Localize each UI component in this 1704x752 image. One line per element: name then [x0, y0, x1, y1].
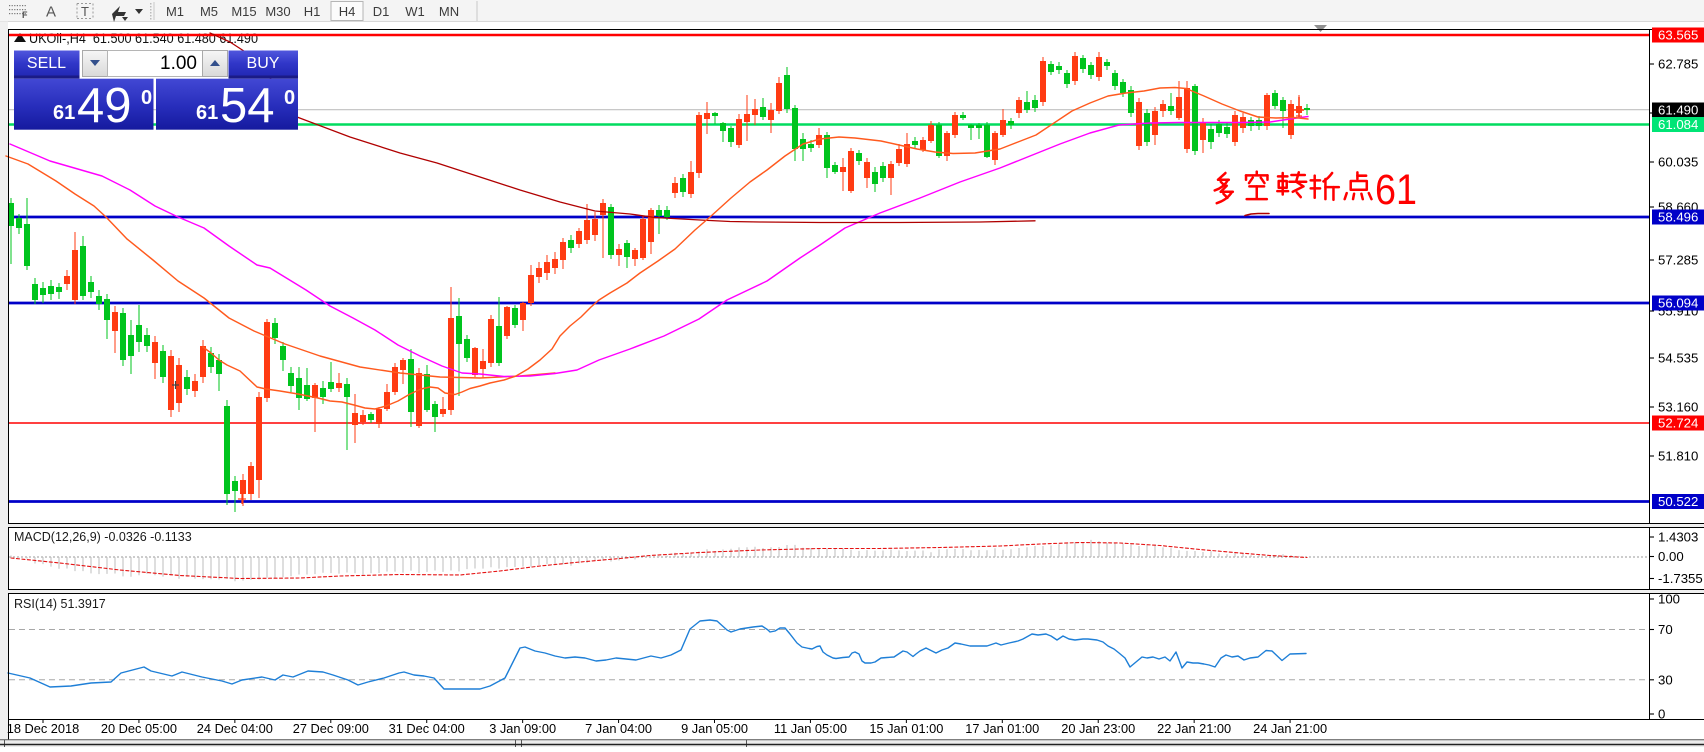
svg-text:63.565: 63.565 — [1658, 28, 1698, 43]
svg-text:49: 49 — [77, 79, 132, 133]
svg-text:MACD(12,26,9) -0.0326 -0.1133: MACD(12,26,9) -0.0326 -0.1133 — [14, 530, 192, 544]
svg-text:61: 61 — [196, 102, 218, 124]
svg-text:22 Jan 21:00: 22 Jan 21:00 — [1157, 721, 1231, 736]
svg-text:A: A — [46, 4, 56, 21]
svg-text:-1.7355: -1.7355 — [1658, 571, 1703, 586]
svg-text:24 Jan 21:00: 24 Jan 21:00 — [1253, 721, 1327, 736]
svg-text:0: 0 — [284, 87, 295, 109]
svg-text:61.084: 61.084 — [1658, 117, 1698, 132]
svg-text:H1: H1 — [304, 4, 321, 19]
svg-text:M30: M30 — [265, 4, 290, 19]
svg-text:M1: M1 — [166, 4, 184, 19]
svg-text:1.4303: 1.4303 — [1658, 530, 1698, 545]
svg-text:100: 100 — [1658, 592, 1680, 607]
svg-text:54: 54 — [220, 79, 275, 133]
svg-text:0: 0 — [1658, 707, 1665, 722]
svg-text:3 Jan 09:00: 3 Jan 09:00 — [489, 721, 556, 736]
svg-text:27 Dec 09:00: 27 Dec 09:00 — [293, 721, 369, 736]
svg-text:11 Jan 05:00: 11 Jan 05:00 — [774, 721, 847, 736]
svg-text:20 Jan 23:00: 20 Jan 23:00 — [1061, 721, 1135, 736]
svg-text:0: 0 — [141, 87, 152, 109]
svg-text:0.00: 0.00 — [1658, 549, 1684, 564]
svg-text:F: F — [22, 10, 28, 20]
svg-text:58.496: 58.496 — [1658, 210, 1698, 225]
svg-text:7 Jan 04:00: 7 Jan 04:00 — [585, 721, 652, 736]
svg-text:T: T — [81, 4, 89, 19]
svg-text:18 Dec 2018: 18 Dec 2018 — [7, 721, 80, 736]
svg-text:W1: W1 — [405, 4, 425, 19]
svg-text:M5: M5 — [200, 4, 218, 19]
svg-text:53.160: 53.160 — [1658, 400, 1698, 415]
svg-text:54.535: 54.535 — [1658, 351, 1698, 366]
svg-text:51.810: 51.810 — [1658, 449, 1698, 464]
svg-text:1.00: 1.00 — [160, 53, 197, 74]
svg-text:24 Dec 04:00: 24 Dec 04:00 — [197, 721, 273, 736]
svg-text:70: 70 — [1658, 622, 1673, 637]
svg-text:60.035: 60.035 — [1658, 155, 1698, 170]
svg-text:61: 61 — [1375, 166, 1417, 214]
svg-text:15 Jan 01:00: 15 Jan 01:00 — [869, 721, 943, 736]
svg-text:61.490: 61.490 — [1658, 103, 1698, 118]
svg-text:30: 30 — [1658, 672, 1673, 687]
svg-text:M15: M15 — [231, 4, 256, 19]
svg-text:56.094: 56.094 — [1658, 296, 1698, 311]
svg-text:17 Jan 01:00: 17 Jan 01:00 — [965, 721, 1039, 736]
svg-text:61: 61 — [53, 102, 75, 124]
svg-text:57.285: 57.285 — [1658, 253, 1698, 268]
svg-text:52.724: 52.724 — [1658, 416, 1698, 431]
svg-text:RSI(14) 51.3917: RSI(14) 51.3917 — [14, 597, 106, 611]
svg-text:20 Dec 05:00: 20 Dec 05:00 — [101, 721, 177, 736]
svg-text:9 Jan 05:00: 9 Jan 05:00 — [681, 721, 748, 736]
svg-text:62.785: 62.785 — [1658, 57, 1698, 72]
svg-text:D1: D1 — [373, 4, 390, 19]
svg-text:H4: H4 — [339, 4, 356, 19]
svg-text:50.522: 50.522 — [1658, 494, 1698, 509]
svg-text:MN: MN — [439, 4, 459, 19]
svg-text:31 Dec 04:00: 31 Dec 04:00 — [389, 721, 465, 736]
svg-text:SELL: SELL — [27, 55, 66, 72]
svg-text:BUY: BUY — [247, 55, 280, 72]
